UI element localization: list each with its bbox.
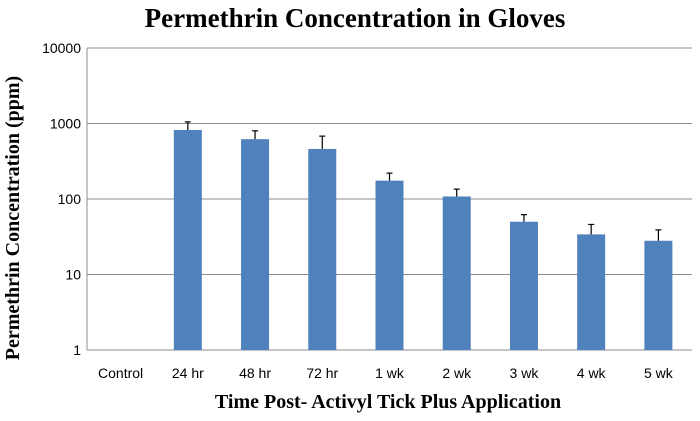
y-tick-label: 1000 — [50, 116, 81, 132]
x-tick-label: 3 wk — [510, 365, 540, 381]
bar — [509, 221, 538, 350]
y-axis-title: Permethrin Concentration (ppm) — [2, 76, 24, 360]
x-tick-labels: Control 24 hr 48 hr 72 hr 1 wk 2 wk 3 wk 4 wk 5 … — [98, 365, 674, 381]
bar — [308, 148, 337, 350]
y-tick-label: 1 — [73, 342, 81, 358]
bar — [241, 139, 270, 350]
y-tick-label: 10000 — [42, 40, 81, 56]
x-tick-label: 24 hr — [172, 365, 204, 381]
bar — [577, 234, 606, 350]
y-tick-label: 10 — [65, 267, 81, 283]
y-tick-labels: 1 10 100 1000 10000 — [42, 40, 81, 358]
x-axis-title: Time Post- Activyl Tick Plus Application — [215, 391, 561, 413]
x-tick-label: 4 wk — [577, 365, 607, 381]
x-tick-label: 1 wk — [375, 365, 405, 381]
bar — [442, 196, 471, 350]
bars — [173, 130, 673, 350]
x-tick-label: Control — [98, 365, 143, 381]
x-tick-label: 48 hr — [239, 365, 271, 381]
chart-title: Permethrin Concentration in Gloves — [145, 3, 566, 33]
x-tick-label: 72 hr — [306, 365, 338, 381]
bar — [173, 130, 202, 350]
bar — [644, 240, 673, 350]
x-tick-label: 5 wk — [644, 365, 674, 381]
bar — [375, 180, 404, 350]
y-tick-label: 100 — [58, 191, 82, 207]
error-bars — [184, 121, 662, 241]
x-tick-label: 2 wk — [442, 365, 472, 381]
